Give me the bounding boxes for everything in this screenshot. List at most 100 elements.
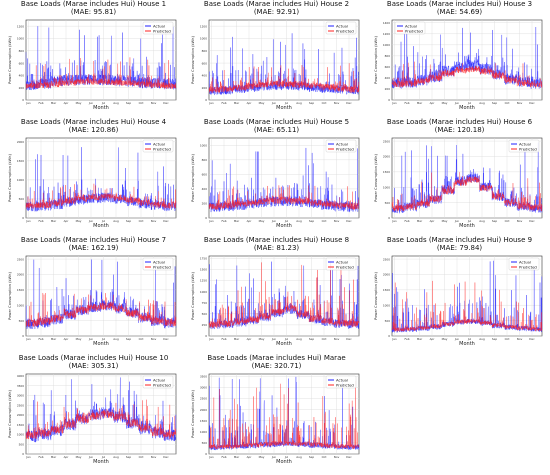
y-tick-label: 2000 xyxy=(200,408,207,412)
x-tick-label: Nov xyxy=(334,337,340,341)
x-tick-label: Jun xyxy=(88,455,94,459)
y-tick-label: 1500 xyxy=(383,170,390,174)
series-line-predicted xyxy=(391,172,543,212)
x-tick-label: Jun xyxy=(88,337,94,341)
x-tick-label: Jun xyxy=(271,455,277,459)
series-line-predicted xyxy=(208,185,360,210)
chart-panel: Base Loads (Marae includes Hui) House 7(… xyxy=(2,236,185,354)
y-tick-label: 400 xyxy=(202,187,208,191)
y-tick-label: 0 xyxy=(205,216,207,220)
y-tick-label: 4000 xyxy=(17,374,24,378)
y-tick-label: 2500 xyxy=(383,257,390,261)
x-tick-label: Aug xyxy=(296,219,302,223)
series-line-predicted xyxy=(208,63,360,94)
x-tick-label: Jul xyxy=(101,101,106,105)
y-axis-label: Power Consumption (kWh) xyxy=(191,36,195,84)
y-axis-label: Power Consumption (kWh) xyxy=(191,154,195,202)
x-tick-label: May xyxy=(442,219,448,223)
series-line-predicted xyxy=(208,380,360,450)
chart-panel: Base Loads (Marae includes Hui) House 3(… xyxy=(368,0,550,118)
y-tick-label: 1000 xyxy=(383,43,390,47)
y-tick-label: 3500 xyxy=(200,374,207,378)
chart-title: Base Loads (Marae includes Hui) House 10 xyxy=(18,354,169,362)
x-tick-label: Jun xyxy=(271,337,277,341)
x-tick-label: Jun xyxy=(454,219,460,223)
y-tick-label: 0 xyxy=(388,216,390,220)
x-tick-label: Oct xyxy=(505,101,511,105)
y-tick-label: 200 xyxy=(19,86,25,90)
y-tick-label: 3000 xyxy=(200,386,207,390)
x-tick-label: Sep xyxy=(309,455,314,459)
x-tick-label: Mar xyxy=(417,219,423,223)
y-tick-label: 400 xyxy=(202,74,208,78)
y-tick-label: 500 xyxy=(202,312,208,316)
x-tick-label: Mar xyxy=(234,455,240,459)
series-line-predicted xyxy=(25,292,177,327)
chart-panel: Base Loads (Marae includes Hui) House 8(… xyxy=(185,236,368,354)
x-tick-label: Feb xyxy=(39,455,44,459)
y-tick-label: 2000 xyxy=(17,140,24,144)
chart-subtitle: (MAE: 162.19) xyxy=(68,244,119,252)
x-tick-label: Sep xyxy=(492,219,497,223)
series-line-actual xyxy=(208,147,360,213)
x-tick-label: Mar xyxy=(51,219,57,223)
chart-subtitle: (MAE: 81.23) xyxy=(253,244,300,252)
series-line-predicted xyxy=(391,61,543,89)
x-tick-label: Feb xyxy=(39,219,44,223)
x-tick-label: Nov xyxy=(151,455,157,459)
x-tick-label: Jul xyxy=(101,455,106,459)
legend-label-actual: Actual xyxy=(153,259,165,264)
x-tick-label: Nov xyxy=(517,101,523,105)
y-tick-label: 2000 xyxy=(383,155,390,159)
y-axis-label: Power Consumption (kWh) xyxy=(374,36,378,84)
y-tick-label: 0 xyxy=(22,98,24,102)
x-tick-label: Dec xyxy=(346,337,352,341)
chart-title: Base Loads (Marae includes Hui) House 4 xyxy=(20,118,167,126)
x-axis-label: Month xyxy=(93,459,109,465)
x-tick-label: Oct xyxy=(505,219,511,223)
y-tick-label: 500 xyxy=(202,441,208,445)
x-tick-label: Dec xyxy=(163,219,169,223)
x-tick-label: Jul xyxy=(467,337,472,341)
x-tick-label: Feb xyxy=(222,101,227,105)
y-tick-label: 3000 xyxy=(17,394,24,398)
chart-plot: 0 250 500 750 1000 1250 1500 1750 Jan Feb Mar Apr Ma… xyxy=(191,255,360,347)
x-tick-label: Apr xyxy=(430,219,436,223)
legend-label-predicted: Predicted xyxy=(336,146,354,151)
y-tick-label: 200 xyxy=(385,87,391,91)
chart-title: Base Loads (Marae includes Hui) House 1 xyxy=(20,0,167,8)
chart-subtitle: (MAE: 79.84) xyxy=(436,244,483,252)
x-tick-label: Apr xyxy=(430,337,436,341)
y-tick-label: 1000 xyxy=(17,303,24,307)
y-tick-label: 250 xyxy=(202,323,208,327)
series-line-predicted xyxy=(208,261,360,328)
series-line-actual xyxy=(25,377,177,443)
x-tick-label: Dec xyxy=(529,337,535,341)
x-tick-label: Aug xyxy=(113,101,119,105)
x-tick-label: Oct xyxy=(139,101,145,105)
series-line-predicted xyxy=(391,280,543,332)
x-tick-label: Feb xyxy=(39,101,44,105)
chart-plot: 0 200 400 600 800 1000 1200 1400 Jan Feb Mar Apr May… xyxy=(374,19,543,111)
legend-label-actual: Actual xyxy=(153,23,165,28)
chart-panel: Base Loads (Marae includes Hui) House 4(… xyxy=(2,118,185,236)
y-tick-label: 0 xyxy=(388,334,390,338)
chart-plot: 0 200 400 600 800 1000 1200 Jan Feb Mar Apr May Jun J… xyxy=(8,19,177,111)
chart-plot: 0 500 1000 1500 2000 2500 3000 3500 Jan Feb Mar Apr… xyxy=(191,373,360,465)
x-tick-label: Jun xyxy=(271,219,277,223)
x-tick-label: Oct xyxy=(322,337,328,341)
x-tick-label: Feb xyxy=(222,219,227,223)
legend-label-predicted: Predicted xyxy=(153,146,171,151)
chart-subtitle: (MAE: 305.31) xyxy=(68,362,119,370)
x-tick-label: Jan xyxy=(208,455,214,459)
x-tick-label: Sep xyxy=(126,455,131,459)
x-axis-label: Month xyxy=(93,105,109,111)
chart-title: Base Loads (Marae includes Hui) House 8 xyxy=(203,236,350,244)
chart-subtitle: (MAE: 120.86) xyxy=(68,126,119,134)
y-tick-label: 800 xyxy=(202,158,208,162)
series-line-predicted xyxy=(25,399,177,440)
x-tick-label: Jul xyxy=(101,337,106,341)
y-tick-label: 0 xyxy=(22,452,24,456)
x-tick-label: Jun xyxy=(271,101,277,105)
